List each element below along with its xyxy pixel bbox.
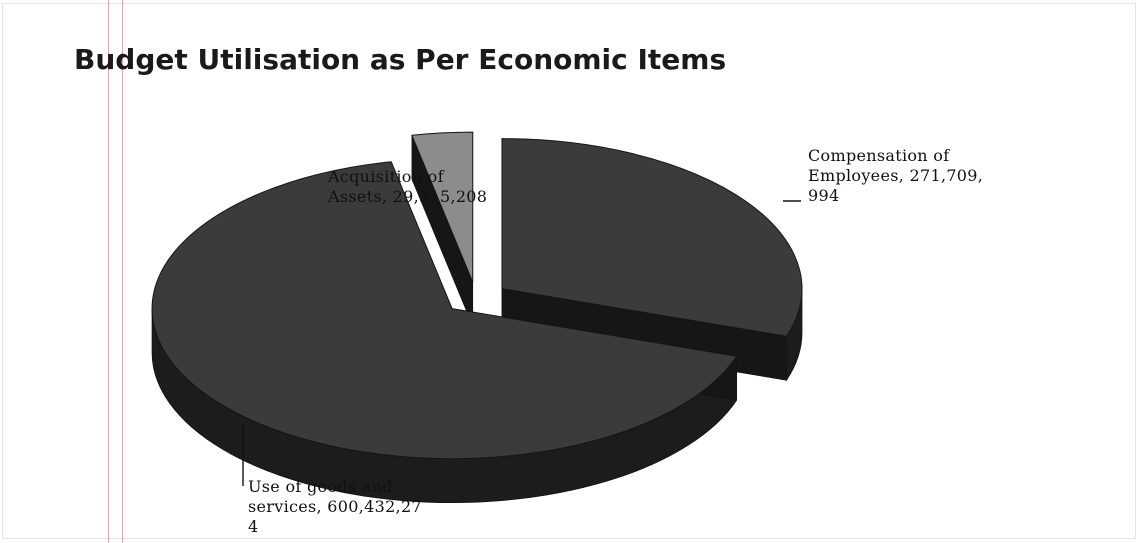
- margin-line: [108, 0, 109, 543]
- pie-slice: [501, 138, 803, 337]
- slice-label-line: Assets, 29,315,208: [328, 187, 488, 206]
- pie-slice: [411, 131, 474, 283]
- slice-label-compensation: Compensation of Employees, 271,709, 994: [808, 146, 983, 206]
- pie-slices: [151, 131, 803, 504]
- slice-label-line: Acquisition of: [328, 167, 444, 186]
- slice-label-line: 994: [808, 186, 840, 205]
- slice-label-line: Employees, 271,709,: [808, 166, 984, 185]
- slice-label-line: 4: [248, 517, 259, 536]
- slice-label-line: services, 600,432,27: [248, 497, 422, 516]
- slice-label-line: Use of goods and: [248, 477, 393, 496]
- margin-line: [122, 0, 123, 543]
- slice-label-line: Compensation of: [808, 146, 950, 165]
- pie-slice: [151, 161, 738, 460]
- chart-frame: [2, 3, 1136, 539]
- slice-label-goods-services: Use of goods and services, 600,432,27 4: [248, 477, 422, 537]
- slice-label-acquisition: Acquisition of Assets, 29,315,208: [328, 167, 487, 207]
- chart-title: Budget Utilisation as Per Economic Items: [74, 43, 727, 76]
